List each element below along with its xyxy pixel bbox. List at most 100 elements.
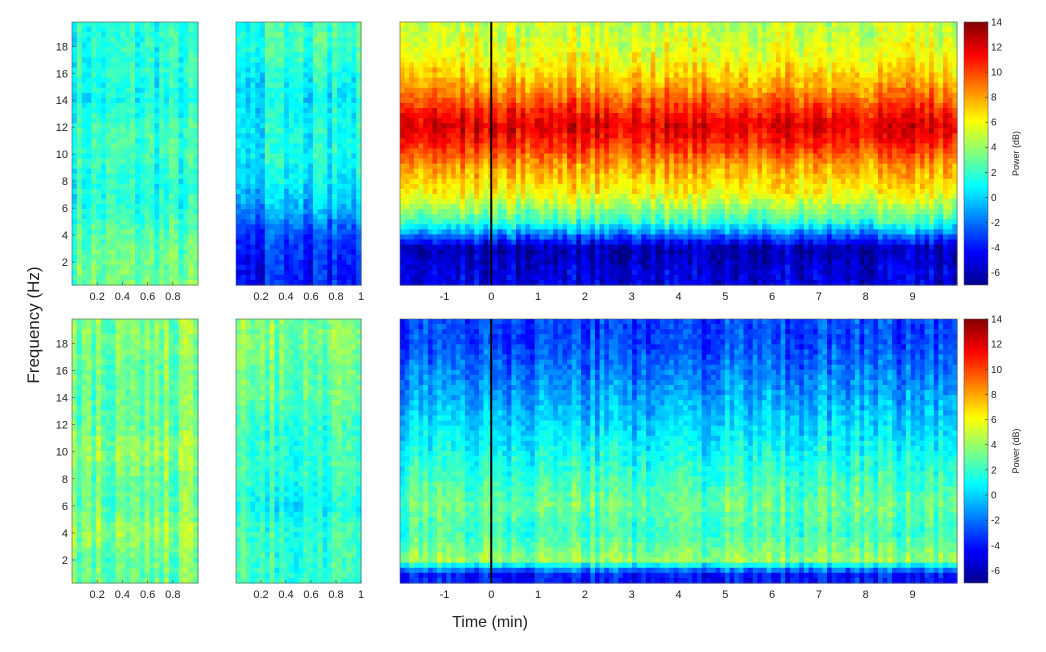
heat-cell <box>915 97 921 104</box>
heat-cell <box>264 22 271 28</box>
heat-cell <box>474 92 480 99</box>
heat-cell <box>817 52 823 59</box>
heat-cell <box>288 274 295 281</box>
heat-cell <box>293 118 300 124</box>
heat-cell <box>168 87 175 94</box>
heat-cell <box>173 113 180 119</box>
heat-cell <box>827 77 833 84</box>
heat-cell <box>341 87 348 94</box>
heat-cell <box>284 183 290 190</box>
heat-cell <box>322 199 328 205</box>
heat-cell <box>81 118 88 124</box>
heat-cell <box>139 178 146 185</box>
heat-cell <box>827 67 833 74</box>
heat-cell <box>474 57 480 64</box>
heat-cell <box>799 102 805 109</box>
heat-cell <box>86 37 92 43</box>
heat-cell <box>803 27 810 33</box>
heat-cell <box>762 102 768 109</box>
heat-cell <box>91 204 97 210</box>
heat-cell <box>590 22 596 28</box>
heat-cell <box>159 229 165 236</box>
heat-cell <box>236 92 242 99</box>
heat-cell <box>608 27 615 33</box>
heat-cell <box>599 113 605 119</box>
heat-cell <box>905 97 912 104</box>
heat-cell <box>284 209 290 215</box>
heat-cell <box>409 72 415 79</box>
heat-cell <box>400 92 406 99</box>
heat-cell <box>125 42 131 48</box>
heat-cell <box>120 153 126 160</box>
heat-cell <box>562 57 568 64</box>
heat-cell <box>125 113 131 119</box>
heat-cell <box>159 188 165 195</box>
heat-cell <box>86 47 92 53</box>
heat-cell <box>557 47 564 53</box>
heat-cell <box>567 87 573 94</box>
heat-cell <box>413 27 420 33</box>
heat-cell <box>178 148 185 155</box>
heat-cell <box>409 107 415 114</box>
heat-cell <box>455 32 461 38</box>
heat-cell <box>441 22 448 28</box>
heat-cell <box>312 178 319 185</box>
heat-cell <box>322 209 328 215</box>
heat-cell <box>836 37 842 43</box>
heat-cell <box>460 102 466 109</box>
heat-cell <box>529 32 536 38</box>
heat-cell <box>173 118 180 124</box>
heat-cell <box>919 62 926 69</box>
heat-cell <box>817 107 823 114</box>
heat-cell <box>105 193 112 200</box>
heat-cell <box>474 27 480 33</box>
heat-cell <box>332 67 338 74</box>
heat-cell <box>715 87 721 94</box>
heat-cell <box>322 158 328 165</box>
heat-cell <box>255 254 261 261</box>
heat-cell <box>576 22 582 28</box>
heat-cell <box>351 244 357 251</box>
heat-cell <box>356 138 362 144</box>
heat-cell <box>571 62 577 69</box>
heat-cell <box>144 173 151 180</box>
heat-cell <box>659 57 666 64</box>
y-tick-label: 10 <box>56 149 68 161</box>
heat-cell <box>464 77 471 84</box>
heat-cell <box>562 37 568 43</box>
heat-cell <box>775 57 782 64</box>
heat-cell <box>562 92 568 99</box>
heat-cell <box>659 77 666 84</box>
heat-cell <box>317 32 324 38</box>
heat-cell <box>543 47 550 53</box>
heat-cell <box>110 204 117 210</box>
heat-cell <box>303 244 309 251</box>
heat-cell <box>183 199 189 205</box>
heat-cell <box>664 57 670 64</box>
heat-cell <box>101 27 107 33</box>
heat-cell <box>659 113 666 119</box>
heat-cell <box>952 62 958 69</box>
heat-cell <box>81 244 88 251</box>
heat-cell <box>683 22 689 28</box>
heat-cell <box>312 204 319 210</box>
heat-cell <box>327 209 333 215</box>
heat-cell <box>260 153 266 160</box>
heat-cell <box>317 199 324 205</box>
heat-cell <box>240 183 247 190</box>
heat-cell <box>351 188 357 195</box>
heat-cell <box>336 47 343 53</box>
heat-cell <box>576 67 582 74</box>
heat-cell <box>701 77 707 84</box>
heat-cell <box>135 254 141 261</box>
heat-cell <box>332 183 338 190</box>
heat-cell <box>539 97 545 104</box>
heat-cell <box>81 123 88 129</box>
heat-cell <box>144 113 151 119</box>
heat-cell <box>135 249 141 256</box>
heat-cell <box>808 62 814 69</box>
heat-cell <box>901 32 907 38</box>
heat-cell <box>120 143 126 150</box>
heat-cell <box>581 107 587 114</box>
heat-cell <box>571 107 577 114</box>
